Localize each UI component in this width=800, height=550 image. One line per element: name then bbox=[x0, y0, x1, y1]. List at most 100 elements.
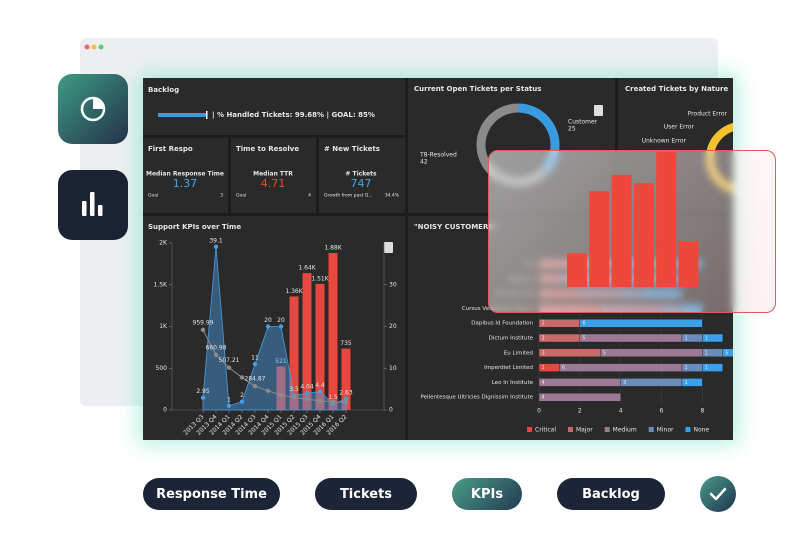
kpi-value: 747 bbox=[351, 177, 372, 190]
bar bbox=[656, 152, 677, 287]
export-icon[interactable] bbox=[384, 105, 603, 253]
segment-label: 3 bbox=[623, 380, 626, 386]
legend-label: Critical bbox=[535, 427, 556, 434]
tab-button[interactable]: KPIs bbox=[452, 478, 522, 510]
donut-label: Product Error bbox=[688, 111, 728, 118]
donut-value: 42 bbox=[420, 159, 428, 166]
bar-segment bbox=[702, 333, 723, 343]
segment-label: 1 bbox=[684, 380, 687, 386]
bar-segment bbox=[538, 348, 601, 357]
bar-label: 1.64K bbox=[298, 265, 316, 272]
point bbox=[317, 389, 323, 394]
point-label: 507.21 bbox=[219, 357, 240, 364]
point-label: 660.98 bbox=[206, 344, 227, 351]
overlay-chart bbox=[567, 152, 699, 287]
point-label: 2 bbox=[240, 392, 244, 399]
kpi-goal-label: Goal bbox=[236, 193, 246, 199]
bar bbox=[611, 174, 632, 287]
x-tick-label: 2 bbox=[578, 408, 582, 415]
kpi-goal-label: Growth from past Q... bbox=[324, 193, 373, 199]
bar bbox=[315, 283, 325, 410]
y2-tick-label: 20 bbox=[389, 323, 397, 330]
legend-swatch bbox=[568, 427, 573, 432]
segment-label: 6 bbox=[562, 365, 565, 371]
point bbox=[226, 403, 232, 409]
bar-segment bbox=[579, 333, 683, 343]
point-label: 1 bbox=[227, 396, 231, 403]
point-label: 284.87 bbox=[245, 376, 266, 383]
point bbox=[330, 399, 336, 404]
bar-segment bbox=[600, 348, 703, 357]
kpi-label: Median Response Time bbox=[146, 171, 224, 178]
tab-button[interactable]: Response Time bbox=[143, 478, 280, 510]
bar bbox=[276, 366, 286, 410]
point-label: 2.63 bbox=[339, 390, 353, 397]
confirm-button[interactable] bbox=[700, 476, 736, 512]
overlay-card bbox=[488, 150, 776, 313]
check-icon bbox=[709, 487, 727, 501]
kpi-goal: 34.4% bbox=[385, 193, 400, 199]
kpi-title: First Respo bbox=[148, 145, 193, 153]
bar-segment bbox=[722, 348, 733, 357]
bar-label: 1.51K bbox=[311, 275, 329, 282]
category-label: Eu Limited bbox=[504, 350, 533, 356]
y2-tick-label: 30 bbox=[389, 281, 397, 288]
point-label: 1.5 bbox=[328, 394, 338, 401]
tab-button[interactable]: Backlog bbox=[557, 478, 665, 510]
bar bbox=[302, 273, 312, 410]
point-label: 20 bbox=[277, 317, 285, 324]
point bbox=[200, 395, 206, 400]
bar bbox=[328, 253, 338, 410]
y-tick-label: 1K bbox=[159, 323, 168, 330]
widget-title: Created Tickets by Nature bbox=[625, 85, 728, 93]
segment-label: 2 bbox=[542, 336, 545, 342]
donut-label: Unknown Error bbox=[642, 138, 687, 145]
bar-segment bbox=[579, 319, 703, 328]
point bbox=[304, 396, 310, 402]
bar-segment bbox=[538, 333, 581, 343]
segment-label: 1 bbox=[705, 350, 708, 356]
y2-tick-label: 10 bbox=[389, 365, 397, 372]
point bbox=[265, 324, 271, 329]
progress-bar bbox=[158, 113, 206, 117]
window-dot bbox=[91, 44, 97, 50]
widget-title: Support KPIs over Time bbox=[148, 223, 241, 231]
bar-segment bbox=[538, 378, 621, 387]
bar-segment bbox=[538, 393, 621, 402]
point-label: 4.04 bbox=[300, 384, 314, 391]
y-tick-label: 1.5K bbox=[154, 281, 169, 288]
bar-segment bbox=[559, 363, 683, 372]
category-label: Pellentesque Ultricies Dignissim Institu… bbox=[421, 395, 534, 401]
point bbox=[226, 365, 232, 370]
bar-icon bbox=[82, 192, 103, 216]
bar bbox=[589, 191, 610, 287]
bar-label: 1.36K bbox=[285, 288, 303, 295]
point-label: 20 bbox=[264, 317, 272, 324]
point bbox=[278, 324, 284, 329]
point bbox=[252, 384, 258, 389]
bar-segment bbox=[681, 378, 703, 387]
donut-label: Customer bbox=[568, 119, 598, 126]
goal-marker bbox=[206, 111, 208, 119]
point bbox=[304, 390, 310, 396]
kpi-goal: 3 bbox=[220, 193, 223, 199]
point bbox=[343, 396, 349, 402]
bar bbox=[678, 241, 699, 287]
point-label: 11 bbox=[251, 355, 259, 362]
segment-label: 2 bbox=[542, 321, 545, 327]
kpi-label: Median TTR bbox=[253, 171, 293, 178]
window-dot bbox=[84, 44, 90, 50]
tab-button[interactable]: Tickets bbox=[315, 478, 417, 510]
legend-label: Medium bbox=[613, 427, 637, 434]
kpi-goal: 4 bbox=[308, 193, 311, 199]
donut-label: User Error bbox=[664, 124, 695, 131]
x-tick-label: 8 bbox=[700, 408, 704, 415]
segment-label: 5 bbox=[725, 350, 728, 356]
point-label: 2.95 bbox=[196, 388, 210, 395]
x-tick-label: 6 bbox=[660, 408, 664, 415]
y-tick-label: 2K bbox=[159, 240, 168, 247]
kpi-title: # New Tickets bbox=[324, 145, 380, 153]
donut-label: T8-Resolved bbox=[419, 152, 457, 159]
category-label: Leo In Institute bbox=[492, 380, 534, 386]
